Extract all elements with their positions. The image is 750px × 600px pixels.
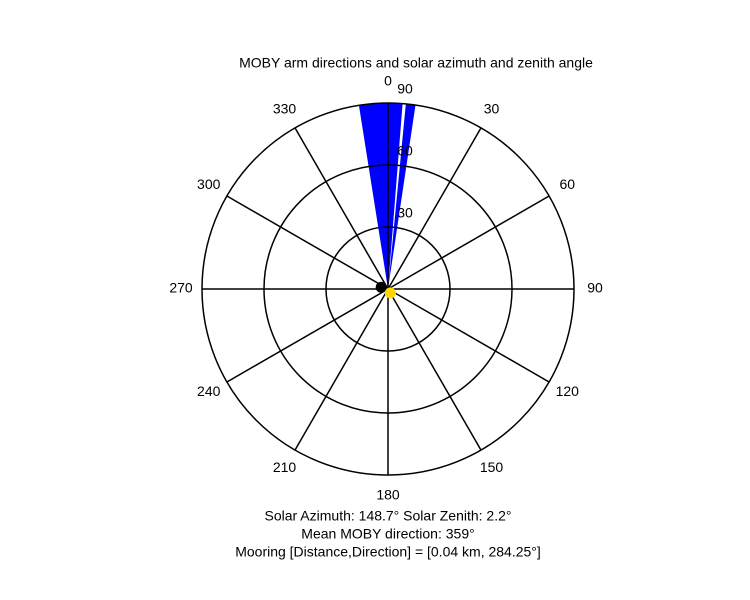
angular-tick-label: 60 [559,176,575,192]
angular-grid-line [294,288,389,451]
angular-grid-line [226,195,389,290]
angular-tick-label: 90 [587,280,603,296]
radial-tick-label: 60 [397,143,413,159]
angular-grid-line [387,127,482,290]
chart-title: MOBY arm directions and solar azimuth an… [239,55,593,71]
angular-grid-line [226,288,389,383]
angular-tick-label: 180 [376,487,400,503]
angular-grid-line [387,195,550,290]
annotation: Mean MOBY direction: 359° [301,526,474,542]
angular-tick-label: 300 [197,176,221,192]
radial-tick-label: 30 [397,205,413,221]
angular-tick-label: 270 [169,280,193,296]
angular-tick-label: 240 [197,383,221,399]
angular-grid-line [294,127,389,290]
annotation: Solar Azimuth: 148.7° Solar Zenith: 2.2° [265,508,512,524]
angular-tick-label: 120 [556,383,580,399]
angular-tick-label: 210 [273,459,297,475]
angular-tick-label: 150 [480,459,504,475]
radial-tick-label: 90 [397,81,413,97]
angular-tick-label: 30 [484,100,500,116]
annotation: Mooring [Distance,Direction] = [0.04 km,… [235,544,541,560]
point [375,281,387,293]
angular-tick-label: 0 [384,73,392,89]
angular-tick-label: 330 [273,100,297,116]
angular-grid-line [387,288,482,451]
angular-grid-line [387,288,550,383]
arm-wedge [358,103,403,290]
arm-wedge [388,103,416,289]
point [384,287,396,299]
